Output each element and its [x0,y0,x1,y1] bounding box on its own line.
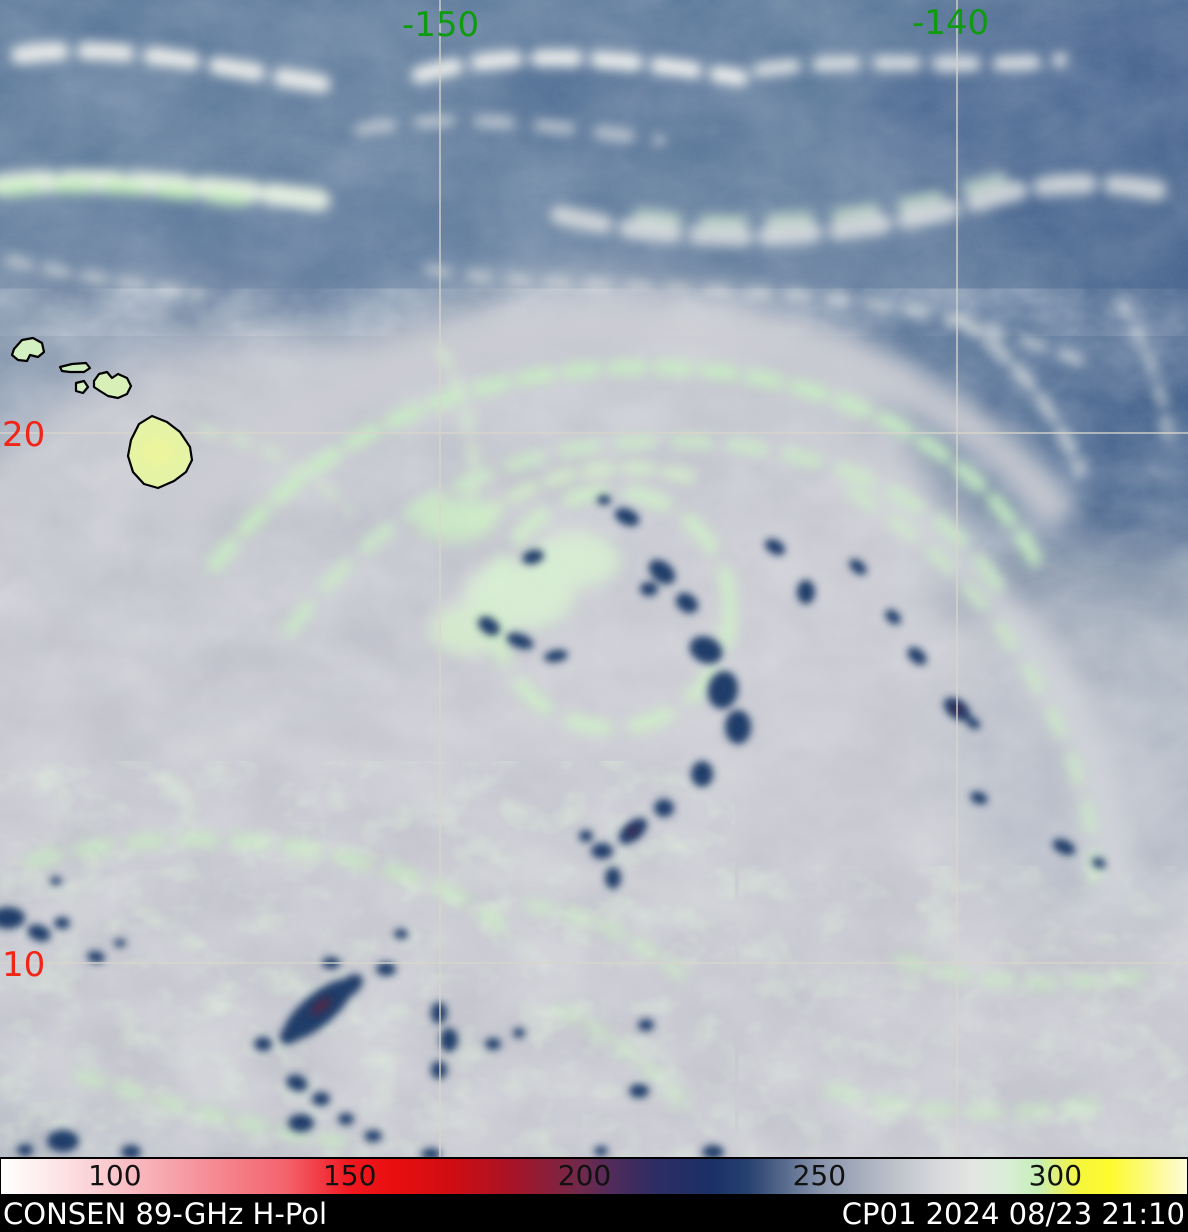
colorbar-tick-200: 200 [557,1158,612,1192]
island-maui [92,370,133,400]
colorbar-tick-250: 250 [792,1158,847,1192]
island-lanai [74,379,90,395]
hawaiian-islands [10,336,194,490]
satellite-scene: -150 -140 20 10 [0,0,1188,1157]
colorbar-tick-150: 150 [322,1158,377,1192]
colorbar-tick-100: 100 [88,1158,142,1192]
brightness-temperature-colorbar: 100 150 200 250 300 [0,1157,1188,1196]
status-bar: CONSEN 89-GHz H-Pol CP01 2024 08/23 21:1… [0,1196,1188,1232]
latitude-label-20: 20 [2,415,45,455]
image-grain [0,0,1188,1157]
microwave-satellite-image: -150 -140 20 10 [0,0,1188,1157]
island-oahu [10,336,46,363]
storm-id-datetime-label: CP01 2024 08/23 21:10 [841,1197,1185,1231]
colorbar-gradient: 100 150 200 250 300 [1,1159,1187,1194]
longitude-label-150: -150 [402,5,479,45]
island-molokai [58,361,92,374]
latitude-label-10: 10 [2,945,45,985]
longitude-label-140: -140 [912,3,989,43]
latlon-grid [0,0,1188,1157]
island-hawaii-warm-core [138,437,178,467]
product-name-label: CONSEN 89-GHz H-Pol [3,1197,328,1231]
colorbar-tick-300: 300 [1028,1158,1083,1192]
graticule-labels: -150 -140 20 10 [2,3,989,985]
